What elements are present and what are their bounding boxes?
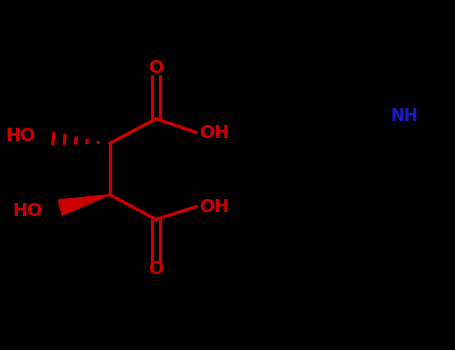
Text: OH: OH bbox=[199, 124, 229, 141]
Text: O: O bbox=[148, 60, 164, 77]
Text: NH: NH bbox=[391, 107, 419, 125]
Text: HO: HO bbox=[12, 202, 42, 219]
Text: O: O bbox=[148, 260, 164, 278]
Polygon shape bbox=[58, 195, 110, 215]
Text: OH: OH bbox=[199, 198, 229, 216]
Text: HO: HO bbox=[5, 127, 35, 145]
